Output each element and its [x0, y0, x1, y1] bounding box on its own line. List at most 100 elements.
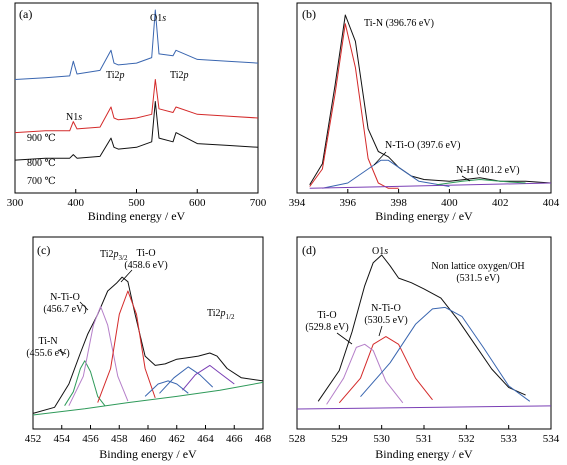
panel-d-ann-tio-2: (529.8 eV): [305, 322, 348, 333]
panel-b-series-3: [309, 182, 552, 189]
panel-c-tick-label-4: 460: [140, 433, 157, 445]
panel-c-tick-label-1: 454: [54, 433, 71, 445]
panel-b-label: (b): [302, 7, 316, 21]
panel-b-arrow-ntio: [373, 151, 387, 166]
panel-d-ann-o1s: O1s: [372, 246, 388, 257]
panel-d-series-3: [360, 306, 531, 402]
panel-b-series-1: [309, 23, 399, 189]
panel-c-ann-ti2p12: Ti2p1/2: [207, 308, 235, 321]
panel-c-tick-label-6: 464: [197, 433, 214, 445]
panel-d-series-2: [326, 343, 404, 405]
panel-d-series: [296, 254, 552, 410]
panel-d: 528 529 530 531 532 533 534 (d) Binding energy…: [289, 236, 560, 461]
panel-d-ann-nonlattice-2: (531.5 eV): [456, 273, 499, 284]
panel-c-series-2: [64, 360, 106, 407]
panel-a-series-2: [14, 101, 259, 161]
panel-c-series: [32, 276, 264, 416]
panel-b: 394 396 398 400 402 404 (b) Binding energy / …: [289, 2, 560, 223]
panel-c-label: (c): [37, 243, 50, 257]
panel-c-tick-label-0: 452: [25, 433, 42, 445]
panel-b-tick-label-0: 394: [289, 197, 306, 209]
panel-c-x-ticks: 452 454 456 458 460 462 464 466 468: [25, 425, 272, 445]
panel-c-tick-label-5: 462: [169, 433, 186, 445]
panel-d-ann-ntio-1: N-Ti-O: [371, 303, 401, 314]
panel-c-xlabel: Binding energy / eV: [99, 447, 197, 461]
panel-c-series-7: [182, 364, 235, 391]
panel-a-tick-label-1: 400: [68, 197, 85, 209]
panel-b-arrow-nh: [461, 175, 471, 182]
panel-a-tick-label-3: 600: [189, 197, 206, 209]
panel-d-tick-label-1: 529: [331, 433, 348, 445]
panel-b-tick-label-4: 402: [492, 197, 509, 209]
panel-c-tick-label-8: 468: [255, 433, 272, 445]
panel-b-series-2: [322, 159, 450, 189]
panel-c-ann-tin-2: (455.6 eV): [26, 348, 69, 359]
panel-c-ann-ti2p32: Ti2p3/2: [100, 249, 128, 262]
panel-d-ann-tio-1: Ti-O: [317, 310, 336, 321]
panel-d-tick-label-6: 534: [543, 433, 560, 445]
panel-b-series-0: [309, 14, 552, 186]
panel-c-series-3: [68, 306, 129, 406]
panel-a-x-ticks: 300 400 500 600 700: [7, 189, 267, 209]
panel-c-ann-tio-1: Ti-O: [136, 248, 155, 259]
panel-d-arrow-ntio: [378, 325, 383, 337]
panel-d-xlabel: Binding energy / eV: [375, 447, 473, 461]
panel-d-ann-nonlattice-1: Non lattice oxygen/OH: [431, 261, 524, 272]
panel-d-tick-label-2: 530: [373, 433, 390, 445]
panel-b-tick-label-1: 396: [340, 197, 357, 209]
panel-a-ann-n1s: N1s: [66, 112, 82, 123]
panel-b-ann-tin: Ti-N (396.76 eV): [364, 18, 434, 29]
panel-c-ann-tin-1: Ti-N: [38, 336, 57, 347]
panel-a-series-0: [14, 9, 259, 80]
panel-c-series-1: [32, 381, 264, 416]
panel-d-x-ticks: 528 529 530 531 532 533 534: [289, 425, 560, 445]
panel-c-ann-tio-2: (458.6 eV): [124, 260, 167, 271]
panel-b-tick-label-5: 404: [543, 197, 560, 209]
panel-a-tick-label-0: 300: [7, 197, 24, 209]
panel-d-tick-label-4: 532: [458, 433, 475, 445]
panel-c-tick-label-7: 466: [226, 433, 243, 445]
panel-c-series-6: [159, 366, 214, 394]
panel-b-series-4: [436, 179, 526, 186]
panel-a-ann-ti2p-1: Ti2p: [106, 70, 125, 81]
panel-b-tick-label-2: 398: [390, 197, 407, 209]
panel-c-series-4: [97, 290, 156, 403]
panel-a: 300 400 500 600 700 (a) Binding energy / eV …: [7, 2, 267, 223]
series-label-900: 900 ℃: [27, 133, 56, 144]
panel-b-xlabel: Binding energy / eV: [375, 209, 473, 223]
panel-a-tick-label-2: 500: [128, 197, 145, 209]
panel-c-ann-ntio-2: (456.7 eV): [43, 304, 86, 315]
panel-c-series-5: [144, 380, 189, 397]
panel-a-tick-label-4: 700: [250, 197, 267, 209]
panel-d-series-0: [317, 254, 526, 402]
panel-b-tick-label-3: 400: [441, 197, 458, 209]
panel-b-frame: [296, 2, 552, 194]
panel-a-series: [14, 9, 259, 161]
series-label-800: 800 ℃: [27, 158, 56, 169]
panel-b-series: [309, 14, 552, 189]
panel-d-ann-ntio-2: (530.5 eV): [364, 315, 407, 326]
panel-d-label: (d): [302, 243, 316, 257]
panel-a-label: (a): [19, 7, 32, 21]
panel-d-series-1: [338, 336, 433, 404]
panel-b-ann-ntio: N-Ti-O (397.6 eV): [385, 140, 460, 151]
panel-b-ann-nh: N-H (401.2 eV): [456, 165, 520, 176]
panel-c-tick-label-3: 458: [111, 433, 128, 445]
panel-a-series-1: [14, 79, 259, 134]
series-label-700: 700 ℃: [27, 176, 56, 187]
panel-d-tick-label-5: 533: [500, 433, 517, 445]
panel-d-tick-label-3: 531: [416, 433, 433, 445]
panel-d-series-4: [296, 405, 552, 410]
panel-a-ann-o1s: O1s: [150, 13, 166, 24]
panel-c: 452 454 456 458 460 462 464 466 468 (c) Binding …: [25, 236, 272, 461]
panel-d-arrow-tio: [336, 332, 353, 345]
panel-c-tick-label-2: 456: [82, 433, 99, 445]
panel-c-ann-ntio-1: N-Ti-O: [50, 292, 80, 303]
panel-b-x-ticks: 394 396 398 400 402 404: [289, 189, 560, 209]
panel-c-arrow-tio: [120, 269, 133, 283]
panel-a-ann-ti2p-2: Ti2p: [170, 70, 189, 81]
panel-a-xlabel: Binding energy / eV: [88, 209, 186, 223]
panel-c-arrow-tin: [57, 349, 67, 355]
panel-c-arrow-ntio: [79, 301, 89, 311]
